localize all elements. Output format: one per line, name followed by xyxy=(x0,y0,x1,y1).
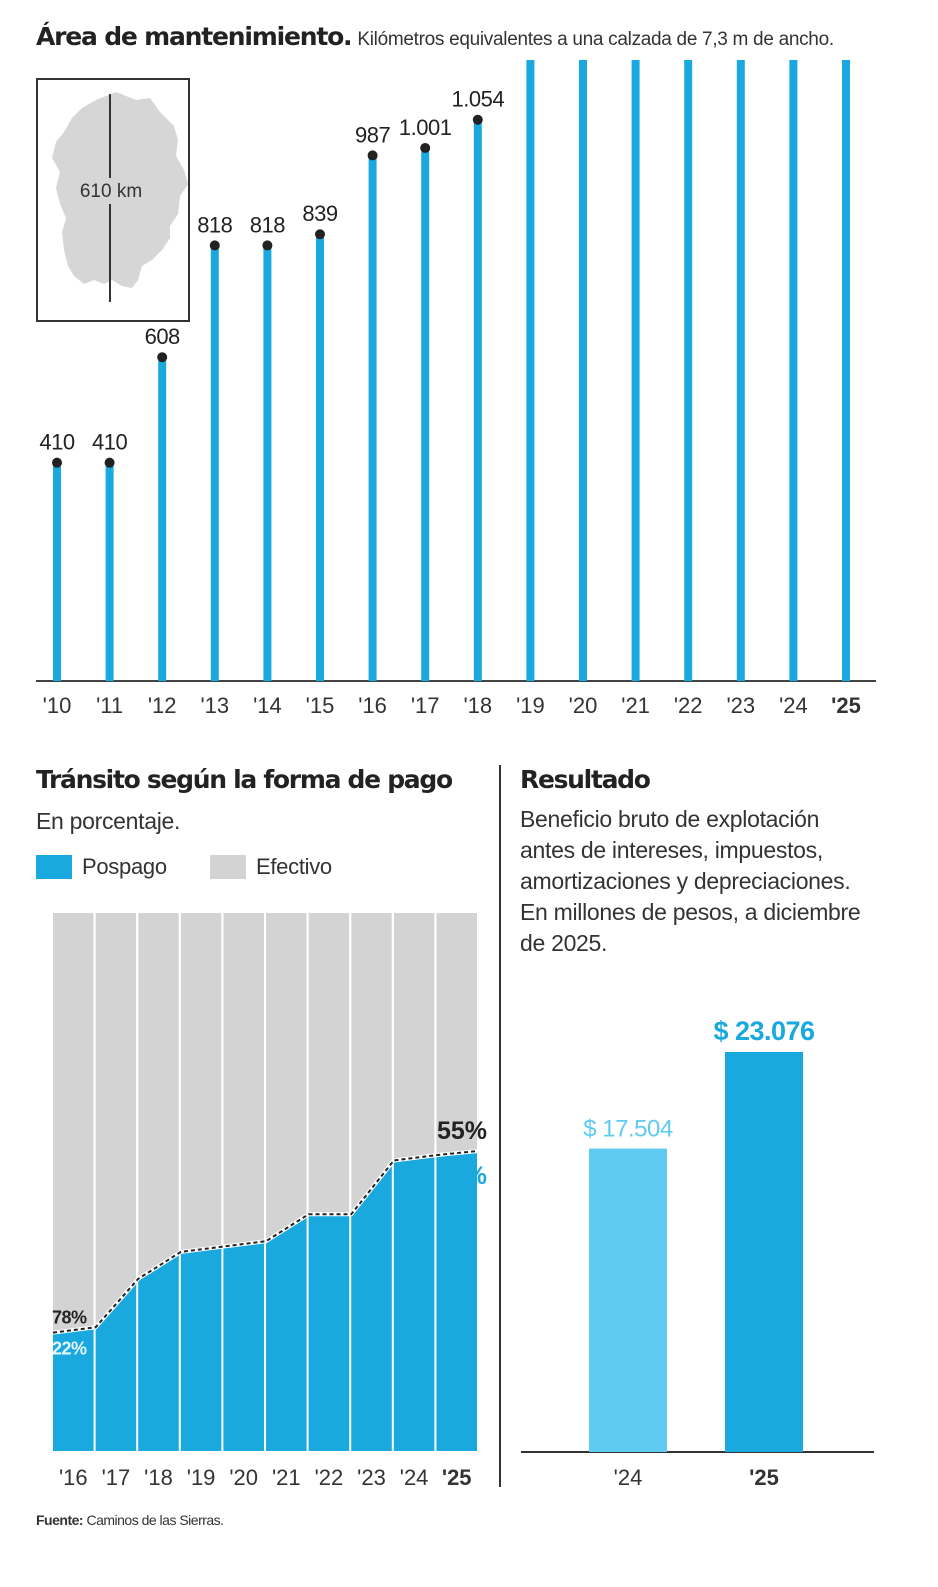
bar-dot xyxy=(157,352,168,363)
x-tick-label: '16 xyxy=(59,1465,88,1490)
legend-swatch-pospago xyxy=(36,855,72,879)
annotation-pospago-start: 22% xyxy=(52,1339,87,1359)
x-tick-label: '25 xyxy=(442,1465,472,1490)
value-label: 818 xyxy=(250,212,285,237)
legend-pospago: Pospago xyxy=(36,854,167,879)
source-text: Caminos de las Sierras. xyxy=(86,1512,224,1528)
bar-dot xyxy=(209,240,220,251)
result-bar xyxy=(589,1148,667,1452)
x-tick-label: '12 xyxy=(148,693,177,718)
result-desc-line: Beneficio bruto de explotación xyxy=(520,806,820,832)
transit-subtitle: En porcentaje. xyxy=(36,808,181,834)
x-tick-label: '11 xyxy=(96,693,123,718)
x-tick-label: '24 xyxy=(400,1465,429,1490)
title-subtitle: Kilómetros equivalentes a una calzada de… xyxy=(357,29,834,50)
x-tick-label: '19 xyxy=(187,1465,216,1490)
legend-swatch-efectivo xyxy=(210,855,246,879)
x-tick-label: '22 xyxy=(315,1465,344,1490)
annotation-efectivo-start: 78% xyxy=(52,1308,87,1328)
result-desc-line: de 2025. xyxy=(520,930,608,956)
value-label: 987 xyxy=(355,122,390,147)
maintenance-area-chart: 410 '10 410 '11 608 '12 818 '13 818 '14 839 '15 987 '… xyxy=(36,60,876,718)
x-tick-label: '23 xyxy=(726,693,755,718)
x-tick-label: '21 xyxy=(272,1465,301,1490)
bar-dot xyxy=(315,229,325,240)
x-tick-label: '19 xyxy=(516,693,545,718)
inset-map: 610 km xyxy=(36,78,190,322)
section-divider xyxy=(499,765,501,1487)
value-label: 410 xyxy=(92,430,127,455)
x-tick-label: '13 xyxy=(200,693,229,718)
x-tick-label: '24 xyxy=(614,1465,643,1490)
x-tick-label: '18 xyxy=(144,1465,173,1490)
result-desc-line: antes de intereses, impuestos, xyxy=(520,837,823,863)
result-bar xyxy=(725,1052,803,1452)
result-desc-line: En millones de pesos, a diciembre xyxy=(520,899,861,925)
x-tick-label: '14 xyxy=(253,693,282,718)
bar-dot xyxy=(420,142,431,153)
result-title: Resultado xyxy=(520,765,651,794)
x-tick-label: '24 xyxy=(779,693,808,718)
bar-dot xyxy=(367,150,378,161)
legend-label-efectivo: Efectivo xyxy=(256,854,332,879)
province-map-icon: 610 km xyxy=(52,92,188,302)
bar-dot xyxy=(472,114,483,125)
title-bold: Área de mantenimiento. xyxy=(36,22,353,51)
value-label: 839 xyxy=(302,201,337,226)
x-tick-label: '17 xyxy=(411,693,440,718)
x-tick-label: '16 xyxy=(358,693,387,718)
value-label: 818 xyxy=(197,212,232,237)
x-tick-label: '23 xyxy=(357,1465,386,1490)
x-tick-label: '25 xyxy=(749,1465,779,1490)
value-label: 1.001 xyxy=(399,115,452,140)
x-tick-label: '10 xyxy=(43,693,72,718)
result-description: Beneficio bruto de explotación antes de … xyxy=(520,804,920,959)
bar-dot xyxy=(52,457,62,468)
x-tick-label: '17 xyxy=(102,1465,131,1490)
x-tick-label: '20 xyxy=(569,693,598,718)
value-label: 1.054 xyxy=(452,87,505,112)
source-label: Fuente: xyxy=(36,1512,84,1528)
x-tick-label: '18 xyxy=(463,693,492,718)
result-desc-line: amortizaciones y depreciaciones. xyxy=(520,868,851,894)
result-bar-chart: $ 17.504 '24 $ 23.076 '25 xyxy=(521,1016,874,1490)
transit-title: Tránsito según la forma de pago xyxy=(36,765,453,794)
x-tick-label: '15 xyxy=(306,693,335,718)
x-tick-label: '21 xyxy=(621,693,650,718)
annotation-pospago-end: 45% xyxy=(437,1162,487,1190)
bar-dot xyxy=(104,457,115,468)
source-note: Fuente: Caminos de las Sierras. xyxy=(36,1512,224,1528)
legend-label-pospago: Pospago xyxy=(82,854,167,879)
value-label: 608 xyxy=(145,324,180,349)
x-tick-label: '20 xyxy=(229,1465,258,1490)
value-label: 410 xyxy=(39,430,74,455)
annotation-efectivo-end: 55% xyxy=(437,1117,487,1145)
boundary-line xyxy=(52,1150,478,1334)
value-label: $ 23.076 xyxy=(713,1016,815,1046)
map-distance-label: 610 km xyxy=(80,181,142,202)
legend-efectivo: Efectivo xyxy=(210,854,332,879)
value-label: $ 17.504 xyxy=(583,1116,673,1143)
bar-dot xyxy=(262,240,273,251)
x-tick-label: '25 xyxy=(831,693,861,718)
transit-area-chart: 78% 22% 55% 45% '16 '17 '18 '19 '20 '21 '22 '23 '24 '… xyxy=(52,913,487,1490)
chart-title: Área de mantenimiento. Kilómetros equival… xyxy=(36,22,834,51)
x-tick-label: '22 xyxy=(674,693,703,718)
